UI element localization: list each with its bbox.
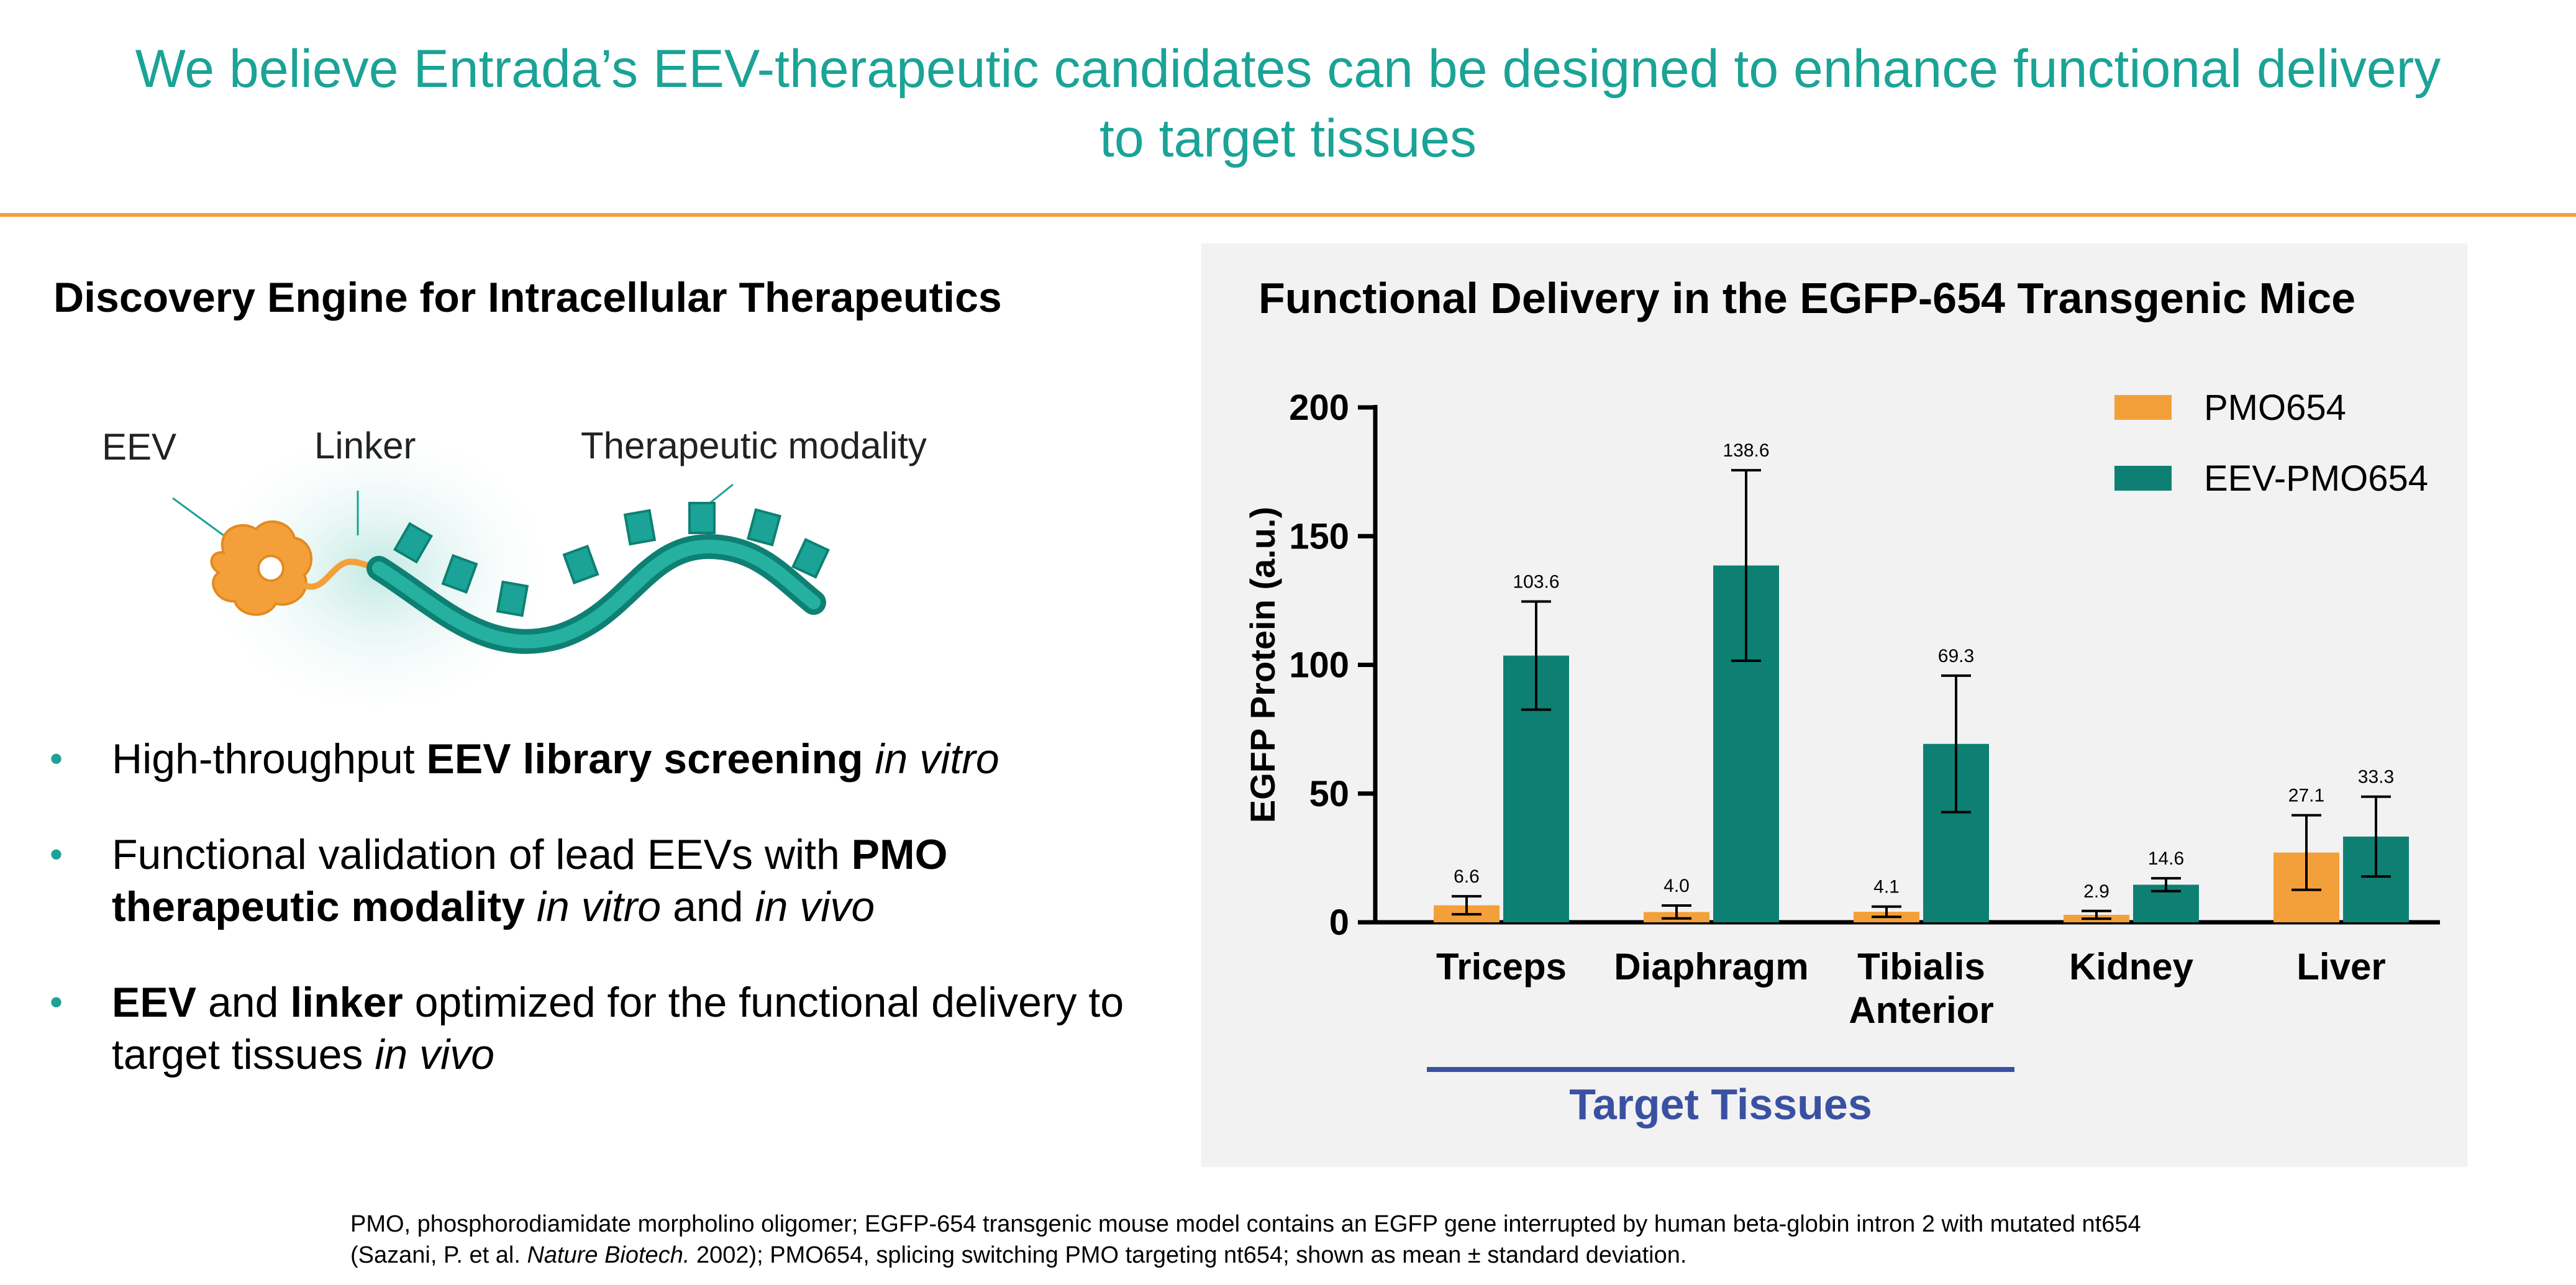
x-tick-label: Diaphragm <box>1614 946 1808 988</box>
data-label: 4.0 <box>1663 876 1690 896</box>
eev-icon <box>210 520 313 616</box>
bullet-text: linker <box>290 979 403 1026</box>
bullet-text: in vivo <box>755 883 875 930</box>
y-tick-label: 200 <box>1289 388 1349 428</box>
eev-construct-diagram: EEV Linker Therapeutic modality <box>102 416 927 708</box>
left-heading: Discovery Engine for Intracellular Thera… <box>53 274 1002 321</box>
bullet-text: EEV library screening <box>426 735 863 783</box>
bullet-text: optimized for the functional delivery to… <box>112 979 1124 1078</box>
bullet-text: High-throughput <box>112 735 427 783</box>
page-title-line-1: We believe Entrada’s EEV-therapeutic can… <box>135 39 2441 99</box>
footnote-citation-pre: (Sazani, P. et al. <box>350 1242 527 1268</box>
feature-bullet-list: • High-throughput EEV library screening i… <box>50 733 1168 1124</box>
data-label: 6.6 <box>1454 866 1480 887</box>
eev-pointer <box>172 497 224 537</box>
y-tick-label: 0 <box>1329 902 1349 943</box>
data-label: 4.1 <box>1873 877 1900 897</box>
page-title: We believe Entrada’s EEV-therapeutic can… <box>37 34 2539 173</box>
data-label: 138.6 <box>1723 440 1769 461</box>
footnote: PMO, phosphorodiamidate morpholino oligo… <box>350 1209 2500 1271</box>
eev-label: EEV <box>102 426 176 468</box>
bullet-text: and <box>661 883 755 930</box>
footnote-journal: Nature Biotech. <box>527 1242 690 1268</box>
data-label: 33.3 <box>2358 767 2394 788</box>
title-divider <box>0 213 2576 217</box>
feature-bullet: • High-throughput EEV library screening i… <box>50 733 1168 785</box>
feature-bullet: • Functional validation of lead EEVs with… <box>50 829 1168 933</box>
footnote-citation-post: 2002); PMO654, splicing switching PMO ta… <box>690 1242 1687 1268</box>
y-axis-label: EGFP Protein (a.u.) <box>1243 507 1282 823</box>
x-tick-label: Liver <box>2296 946 2385 988</box>
bullet-text: PMO therapeutic modality <box>112 831 948 930</box>
footnote-line-1: PMO, phosphorodiamidate morpholino oligo… <box>350 1211 2141 1237</box>
bullet-text: in vitro <box>525 883 662 930</box>
bullet-text: EEV <box>112 979 197 1026</box>
linker-label: Linker <box>314 425 416 466</box>
modality-label: Therapeutic modality <box>581 425 927 466</box>
bullet-dot-icon: • <box>50 981 63 1023</box>
x-tick-label: Kidney <box>2069 946 2194 988</box>
data-label: 103.6 <box>1513 572 1559 593</box>
legend-swatch-eev-pmo654 <box>2114 466 2172 491</box>
legend-label: EEV-PMO654 <box>2204 458 2428 499</box>
legend-label: PMO654 <box>2204 388 2346 428</box>
chart-title: Functional Delivery in the EGFP-654 Tran… <box>1258 274 2356 322</box>
bullet-text: in vivo <box>375 1031 495 1078</box>
x-tick-label: Triceps <box>1436 946 1567 988</box>
data-label: 2.9 <box>2083 881 2109 902</box>
target-tissues-label: Target Tissues <box>1569 1080 1872 1128</box>
footnote-line-2: (Sazani, P. et al. Nature Biotech. 2002)… <box>350 1240 2500 1271</box>
bullet-dot-icon: • <box>50 833 63 875</box>
legend-swatch-pmo654 <box>2114 395 2172 420</box>
bar-chart: 0 50 100 150 200 EGFP Protein (a.u.) 6.6 103.6 T… <box>1243 388 2440 1128</box>
chart-panel <box>1201 243 2467 1167</box>
x-tick-label: Tibialis Anterior <box>1849 946 1993 1031</box>
y-tick-label: 50 <box>1309 774 1349 814</box>
bullet-dot-icon: • <box>50 738 63 779</box>
y-tick-label: 100 <box>1289 645 1349 686</box>
therapeutic-modality-icon <box>366 502 830 654</box>
data-label: 27.1 <box>2288 786 2324 806</box>
bullet-text: and <box>196 979 291 1026</box>
data-label: 14.6 <box>2148 848 2184 869</box>
page-title-line-2: to target tissues <box>1099 109 1477 168</box>
feature-bullet: • EEV and linker optimized for the functi… <box>50 976 1168 1081</box>
y-tick-label: 150 <box>1289 516 1349 556</box>
bullet-text: in vitro <box>863 735 999 783</box>
data-label: 69.3 <box>1938 646 1974 666</box>
bullet-text: Functional validation of lead EEVs with <box>112 831 852 878</box>
